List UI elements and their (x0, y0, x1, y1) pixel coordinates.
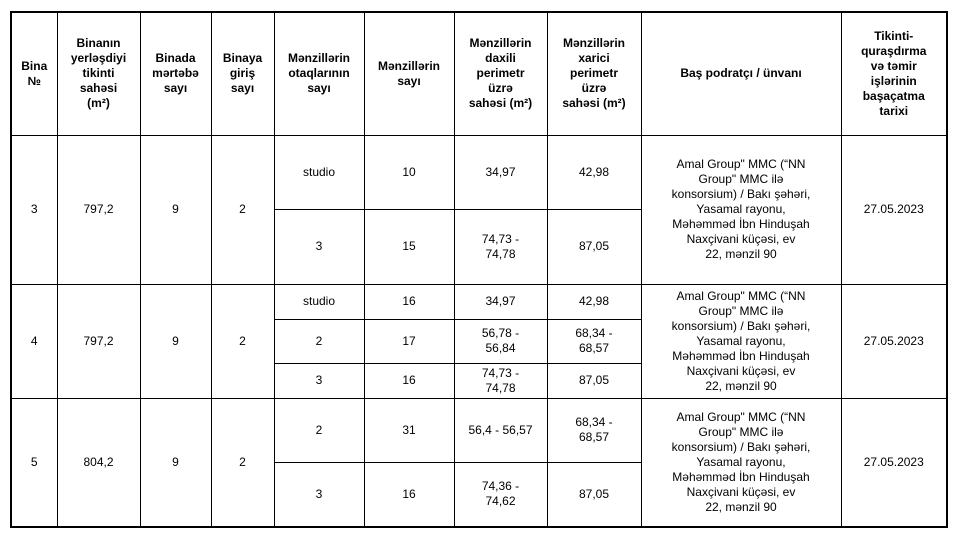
cell-menzil-sayi: 16 (363, 362, 455, 399)
col-header-giris-sayi: Binaya giriş sayı (210, 11, 275, 136)
cell-daxili-sahe: 56,4 - 56,57 (453, 397, 548, 463)
cell-daxili-sahe: 74,73 - 74,78 (453, 208, 548, 285)
col-header-daxili-perimetr: Mənzillərin daxili perimetr üzrə sahəsi … (453, 11, 548, 136)
table-container: Bina № Binanın yerləşdiyi tikinti sahəsi… (10, 11, 948, 528)
cell-xarici-sahe: 68,34 - 68,57 (546, 318, 642, 364)
cell-xarici-sahe: 68,34 - 68,57 (546, 397, 642, 463)
cell-podratci: Amal Group" MMC (“NN Group" MMC ilə kons… (640, 397, 842, 528)
col-header-otaq-sayi: Mənzillərin otaqlarının sayı (273, 11, 365, 136)
cell-otaq-sayi: 3 (273, 461, 365, 528)
table-row: 3 797,2 9 2 studio 10 34,97 42,98 Amal G… (10, 134, 948, 285)
cell-otaq-sayi: 3 (273, 362, 365, 399)
col-header-tikinti-sahesi: Binanın yerləşdiyi tikinti sahəsi (m²) (56, 11, 141, 136)
cell-menzil-sayi: 16 (363, 283, 455, 320)
cell-menzil-sayi: 10 (363, 134, 455, 210)
cell-daxili-sahe: 74,36 - 74,62 (453, 461, 548, 528)
table-row: 5 804,2 9 2 2 31 56,4 - 56,57 68,34 - 68… (10, 397, 948, 528)
cell-mertebe-sayi: 9 (139, 283, 212, 399)
cell-bina-no: 4 (10, 283, 58, 399)
cell-tikinti-sahesi: 797,2 (56, 134, 141, 285)
col-header-xarici-perimetr: Mənzillərin xarici perimetr üzrə sahəsi … (546, 11, 642, 136)
cell-giris-sayi: 2 (210, 134, 275, 285)
cell-menzil-sayi: 17 (363, 318, 455, 364)
cell-podratci: Amal Group" MMC (“NN Group" MMC ilə kons… (640, 134, 842, 285)
cell-bina-no: 3 (10, 134, 58, 285)
header-row: Bina № Binanın yerləşdiyi tikinti sahəsi… (10, 11, 948, 136)
cell-tikinti-sahesi: 797,2 (56, 283, 141, 399)
table-row: 3 15 74,73 - 74,78 87,05 (11, 208, 947, 285)
cell-tarix: 27.05.2023 (840, 397, 948, 528)
table-row: 2 17 56,78 - 56,84 68,34 - 68,57 (11, 318, 947, 364)
cell-mertebe-sayi: 9 (139, 134, 212, 285)
table-row: 3 16 74,36 - 74,62 87,05 (11, 461, 947, 528)
cell-menzil-sayi: 31 (363, 397, 455, 463)
col-header-bina-no: Bina № (10, 11, 58, 136)
cell-tarix: 27.05.2023 (840, 134, 948, 285)
cell-daxili-sahe: 74,73 - 74,78 (453, 362, 548, 399)
table-row: 3 16 74,73 - 74,78 87,05 (11, 362, 947, 399)
cell-daxili-sahe: 56,78 - 56,84 (453, 318, 548, 364)
cell-tarix: 27.05.2023 (840, 283, 948, 399)
cell-bina-no: 5 (10, 397, 58, 528)
cell-xarici-sahe: 42,98 (546, 134, 642, 210)
cell-giris-sayi: 2 (210, 283, 275, 399)
cell-otaq-sayi: studio (273, 283, 365, 320)
cell-menzil-sayi: 16 (363, 461, 455, 528)
col-header-menzil-sayi: Mənzillərin sayı (363, 11, 455, 136)
cell-mertebe-sayi: 9 (139, 397, 212, 528)
col-header-mertebe-sayi: Binada mərtəbə sayı (139, 11, 212, 136)
buildings-table: Bina № Binanın yerləşdiyi tikinti sahəsi… (10, 11, 948, 528)
cell-otaq-sayi: 3 (273, 208, 365, 285)
cell-menzil-sayi: 15 (363, 208, 455, 285)
cell-podratci: Amal Group" MMC (“NN Group" MMC ilə kons… (640, 283, 842, 399)
cell-otaq-sayi: 2 (273, 318, 365, 364)
cell-daxili-sahe: 34,97 (453, 134, 548, 210)
cell-xarici-sahe: 87,05 (546, 362, 642, 399)
cell-xarici-sahe: 87,05 (546, 208, 642, 285)
cell-otaq-sayi: 2 (273, 397, 365, 463)
col-header-bas-podratci: Baş podratçı / ünvanı (640, 11, 842, 136)
cell-tikinti-sahesi: 804,2 (56, 397, 141, 528)
table-row: 4 797,2 9 2 studio 16 34,97 42,98 Amal G… (10, 283, 948, 399)
cell-xarici-sahe: 42,98 (546, 283, 642, 320)
cell-daxili-sahe: 34,97 (453, 283, 548, 320)
col-header-basacatma-tarixi: Tikinti- quraşdırma və təmir işlərinin b… (840, 11, 948, 136)
cell-otaq-sayi: studio (273, 134, 365, 210)
cell-giris-sayi: 2 (210, 397, 275, 528)
cell-xarici-sahe: 87,05 (546, 461, 642, 528)
